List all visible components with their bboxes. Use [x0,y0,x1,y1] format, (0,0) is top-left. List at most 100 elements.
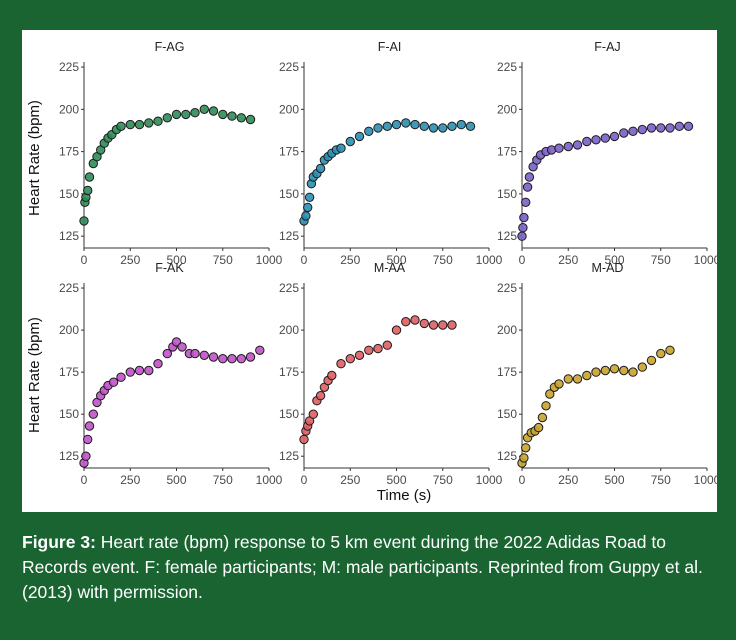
data-point [299,434,309,445]
data-point [410,315,420,325]
y-tick-label: 225 [497,60,517,74]
data-point [153,359,163,369]
x-axis-title: Time (s) [377,487,431,504]
data-point [177,342,187,352]
y-tick-label: 150 [497,187,517,201]
data-point [524,172,535,182]
data-point [517,231,527,241]
data-point [428,320,439,330]
y-tick-label: 175 [59,145,79,159]
y-axis-title: Heart Rate (bpm) [26,317,43,433]
x-tick-label: 1000 [256,253,283,267]
figure-caption: Figure 3: Heart rate (bpm) response to 5… [22,530,722,605]
data-point [255,345,265,355]
data-point [327,370,337,381]
data-point [683,121,694,132]
data-point [301,211,311,221]
data-point [419,121,429,132]
data-point [591,135,601,145]
data-point [519,453,529,463]
chart-panel: 125 150 175 200 225 0 250 500 750 1000 F-AJ [497,40,717,267]
data-point [82,434,93,445]
y-tick-label: 150 [279,407,299,421]
data-point [227,111,237,121]
data-point [521,197,531,208]
y-tick-label: 225 [279,60,299,74]
data-point [84,421,95,431]
y-tick-label: 175 [279,365,299,379]
data-point [336,359,346,369]
data-point [208,106,219,116]
x-tick-label: 1000 [476,473,503,487]
data-point [373,343,383,354]
data-point [563,374,573,384]
data-point [199,350,210,360]
data-point [125,119,136,130]
data-point [308,409,318,419]
data-point [619,128,629,138]
x-tick-label: 500 [166,253,186,267]
data-point [628,367,638,377]
x-tick-label: 0 [81,253,88,267]
data-point [533,422,544,433]
y-tick-label: 175 [497,365,517,379]
data-point [456,119,466,130]
caption-label: Figure 3: [22,532,96,552]
x-tick-label: 1000 [694,253,717,267]
data-point [522,182,533,192]
data-point [171,109,182,120]
data-point [582,370,592,381]
data-point [619,365,629,376]
x-tick-label: 750 [651,253,671,267]
data-point [162,113,173,123]
figure-panel: 125 150 175 200 225 0 250 500 750 1000 F-AG 125 150 1… [22,30,717,512]
data-point [88,409,99,419]
data-point [134,365,145,376]
y-tick-label: 175 [59,365,79,379]
data-point [382,121,392,132]
y-tick-label: 150 [279,187,299,201]
data-point [591,367,601,377]
data-point [600,365,610,376]
y-tick-label: 200 [497,102,517,116]
data-point [572,374,583,384]
data-point [563,141,573,152]
y-tick-label: 150 [59,187,79,201]
data-point [609,131,620,142]
data-point [646,123,657,133]
data-point [438,123,448,133]
data-point [545,389,555,399]
data-point [190,108,200,118]
data-point [218,109,228,120]
y-tick-label: 125 [279,449,299,463]
data-point [199,104,210,115]
x-tick-label: 500 [604,473,624,487]
chart-panel: 125 150 175 200 225 0 250 500 750 1000 M-AD [497,261,717,487]
data-point [438,320,448,330]
x-tick-label: 750 [433,253,453,267]
data-point [600,133,610,143]
data-point [665,123,675,133]
x-tick-label: 750 [433,473,453,487]
data-point [190,348,200,359]
data-point [153,116,163,126]
data-point [116,372,126,382]
x-tick-label: 1000 [476,253,503,267]
data-point [391,119,402,130]
data-point [554,143,564,153]
data-point [84,172,95,182]
data-point [646,355,657,366]
x-tick-label: 0 [301,253,308,267]
data-point [656,123,666,133]
panel-title: M-AD [592,261,624,275]
x-tick-label: 250 [558,473,578,487]
data-point [144,118,154,128]
chart-panel: 125 150 175 200 225 0 250 500 750 1000 F-AG [59,40,283,267]
data-point [609,364,620,374]
data-point [391,325,402,335]
data-point [81,451,91,461]
y-tick-label: 175 [497,145,517,159]
data-point [303,202,313,213]
panel-title: F-AK [155,261,184,275]
x-tick-label: 250 [340,473,360,487]
